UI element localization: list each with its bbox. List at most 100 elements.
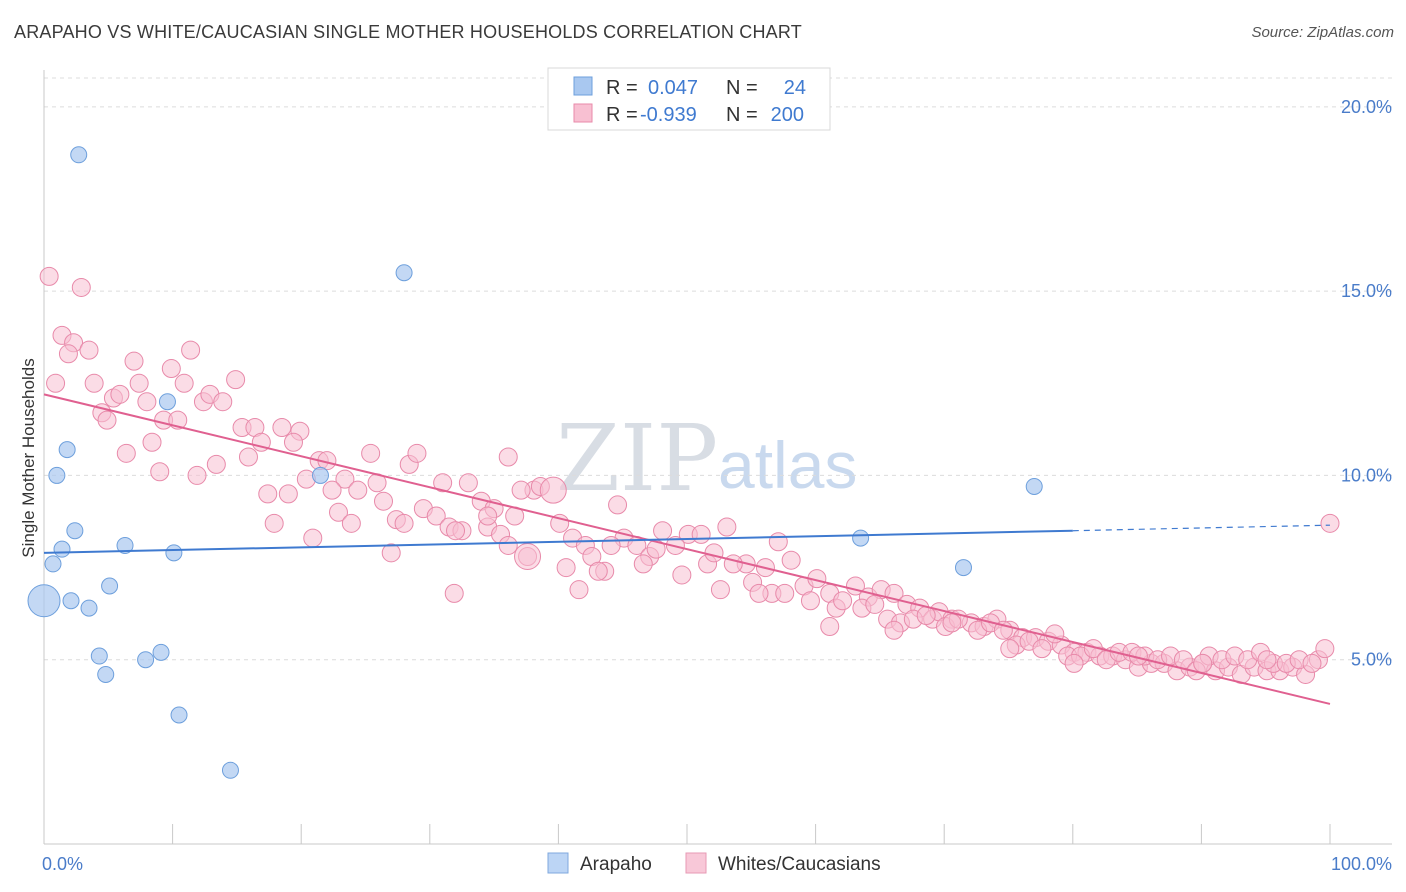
- x-tick-label-min: 0.0%: [42, 854, 83, 874]
- whites-point: [458, 473, 478, 493]
- whites-point: [749, 583, 769, 603]
- whites-point: [303, 528, 323, 548]
- whites-point: [39, 266, 59, 286]
- whites-point: [322, 480, 342, 500]
- chart-title: ARAPAHO VS WHITE/CAUCASIAN SINGLE MOTHER…: [14, 22, 802, 42]
- whites-point: [775, 583, 795, 603]
- y-tick-label: 10.0%: [1341, 465, 1392, 485]
- whites-point: [348, 480, 368, 500]
- whites-point: [704, 543, 724, 563]
- arapaho-point: [97, 665, 115, 683]
- whites-point: [142, 432, 162, 452]
- whites-point: [633, 554, 653, 574]
- whites-point: [226, 370, 246, 390]
- legend-r-label-0: R =: [606, 77, 638, 99]
- arapaho-point: [101, 577, 119, 595]
- arapaho-point: [221, 761, 239, 779]
- whites-point: [498, 447, 518, 467]
- whites-trend-line: [43, 393, 1331, 705]
- whites-point: [124, 351, 144, 371]
- whites-point: [116, 443, 136, 463]
- whites-point: [556, 558, 576, 578]
- whites-point: [498, 535, 518, 555]
- whites-point-large: [539, 476, 567, 504]
- whites-point: [258, 484, 278, 504]
- whites-point: [58, 344, 78, 364]
- whites-point: [394, 513, 414, 533]
- arapaho-point: [311, 466, 329, 484]
- whites-point: [1032, 639, 1052, 659]
- arapaho-point: [170, 706, 188, 724]
- whites-point: [181, 340, 201, 360]
- arapaho-point: [152, 643, 170, 661]
- legend-n-label-1: N =: [726, 104, 758, 126]
- whites-point: [833, 591, 853, 611]
- bottom-legend: Arapaho Whites/Caucasians: [547, 852, 881, 875]
- arapaho-point: [80, 599, 98, 617]
- y-axis-title: Single Mother Households: [19, 358, 38, 557]
- whites-point: [511, 480, 531, 500]
- y-tick-label: 15.0%: [1341, 281, 1392, 301]
- whites-point: [129, 373, 149, 393]
- whites-point: [608, 495, 628, 515]
- arapaho-point: [137, 651, 155, 669]
- whites-point: [381, 543, 401, 563]
- whites-point: [723, 554, 743, 574]
- bottom-legend-swatch-arapaho: [547, 852, 569, 874]
- legend-r-value-1: -0.939: [640, 104, 697, 126]
- arapaho-point: [852, 529, 870, 547]
- whites-point: [97, 410, 117, 430]
- whites-point: [213, 392, 233, 412]
- whites-point: [601, 535, 621, 555]
- y-tick-label: 5.0%: [1351, 650, 1392, 670]
- watermark-zip: ZIP: [556, 405, 718, 512]
- y-tick-label: 20.0%: [1341, 97, 1392, 117]
- whites-point-large: [514, 543, 542, 571]
- x-tick-labels: 0.0% 100.0%: [42, 854, 1392, 874]
- whites-point: [710, 580, 730, 600]
- legend-n-value-0: 24: [784, 77, 806, 99]
- arapaho-point: [62, 592, 80, 610]
- y-tick-labels: 5.0% 10.0% 15.0% 20.0%: [1341, 97, 1392, 670]
- whites-point: [84, 373, 104, 393]
- whites-point: [187, 465, 207, 485]
- series-arapaho-points: [27, 146, 1043, 779]
- arapaho-point: [90, 647, 108, 665]
- arapaho-point: [66, 522, 84, 540]
- whites-point: [569, 580, 589, 600]
- whites-point: [781, 550, 801, 570]
- whites-point: [341, 513, 361, 533]
- legend-swatch-arapaho: [573, 76, 593, 96]
- series-whites-points: [39, 266, 1340, 684]
- whites-point: [588, 561, 608, 581]
- whites-point: [768, 532, 788, 552]
- legend-r-value-0: 0.047: [648, 77, 698, 99]
- whites-point: [820, 617, 840, 637]
- whites-point: [1302, 653, 1322, 673]
- trend-lines: [43, 393, 1331, 705]
- whites-point: [328, 502, 348, 522]
- legend-n-label-0: N =: [726, 77, 758, 99]
- whites-point: [407, 443, 427, 463]
- whites-point: [174, 373, 194, 393]
- whites-point: [161, 359, 181, 379]
- whites-point: [478, 506, 498, 526]
- whites-point: [264, 513, 284, 533]
- arapaho-point: [116, 536, 134, 554]
- whites-point: [283, 432, 303, 452]
- whites-point: [374, 491, 394, 511]
- whites-point: [433, 473, 453, 493]
- arapaho-point: [395, 264, 413, 282]
- axes: [43, 70, 1392, 845]
- whites-point: [865, 594, 885, 614]
- bottom-legend-swatch-whites: [685, 852, 707, 874]
- whites-point: [238, 447, 258, 467]
- arapaho-point: [53, 540, 71, 558]
- whites-point: [1193, 653, 1213, 673]
- legend-n-value-1: 200: [771, 104, 804, 126]
- arapaho-trend-extension: [1072, 524, 1331, 532]
- whites-point: [278, 484, 298, 504]
- whites-point: [1320, 513, 1340, 533]
- whites-point: [1064, 653, 1084, 673]
